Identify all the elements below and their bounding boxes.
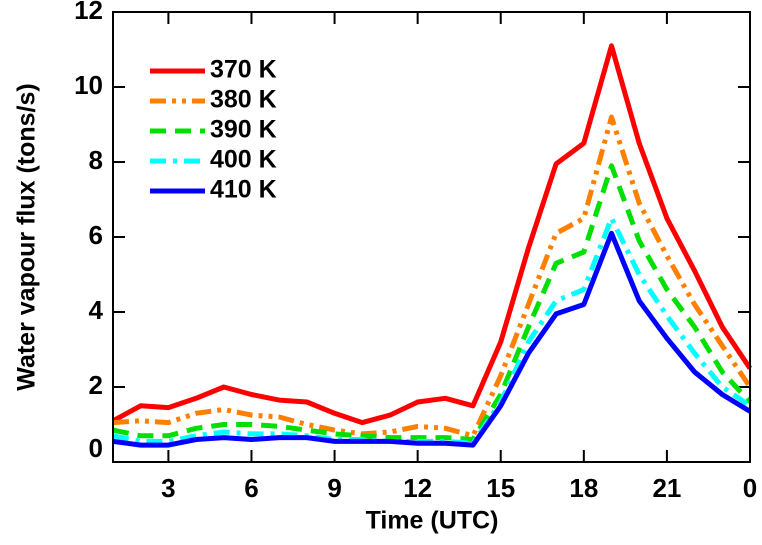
x-tick-label: 0 [743, 473, 757, 503]
y-tick-label: 0 [89, 433, 103, 463]
plot-frame [112, 11, 751, 463]
data-line [112, 163, 752, 442]
x-axis-title: Time (UTC) [366, 507, 499, 535]
x-tick-label: 18 [569, 473, 598, 503]
y-axis-title: Water vapour flux (tons/s) [13, 83, 41, 390]
data-line [111, 43, 753, 426]
legend-text: 370 K [210, 56, 277, 84]
legend-text: 410 K [210, 176, 277, 204]
x-tick-label: 6 [244, 473, 258, 503]
x-tick-label: 15 [486, 473, 515, 503]
y-tick-label: 8 [89, 145, 103, 175]
legend-text: 390 K [210, 116, 277, 144]
legend-text: 380 K [210, 86, 277, 114]
y-tick-label: 6 [89, 220, 103, 250]
y-tick-label: 12 [74, 0, 103, 25]
x-tick-label: 3 [161, 473, 175, 503]
x-tick-label: 12 [403, 473, 432, 503]
data-line [112, 230, 752, 448]
x-tick-label: 21 [652, 473, 681, 503]
y-tick-label: 4 [89, 295, 104, 325]
x-tick-label: 9 [327, 473, 341, 503]
data-line [112, 114, 753, 439]
y-tick-label: 2 [89, 370, 103, 400]
y-tick-label: 10 [74, 70, 103, 100]
legend-text: 400 K [210, 146, 277, 174]
